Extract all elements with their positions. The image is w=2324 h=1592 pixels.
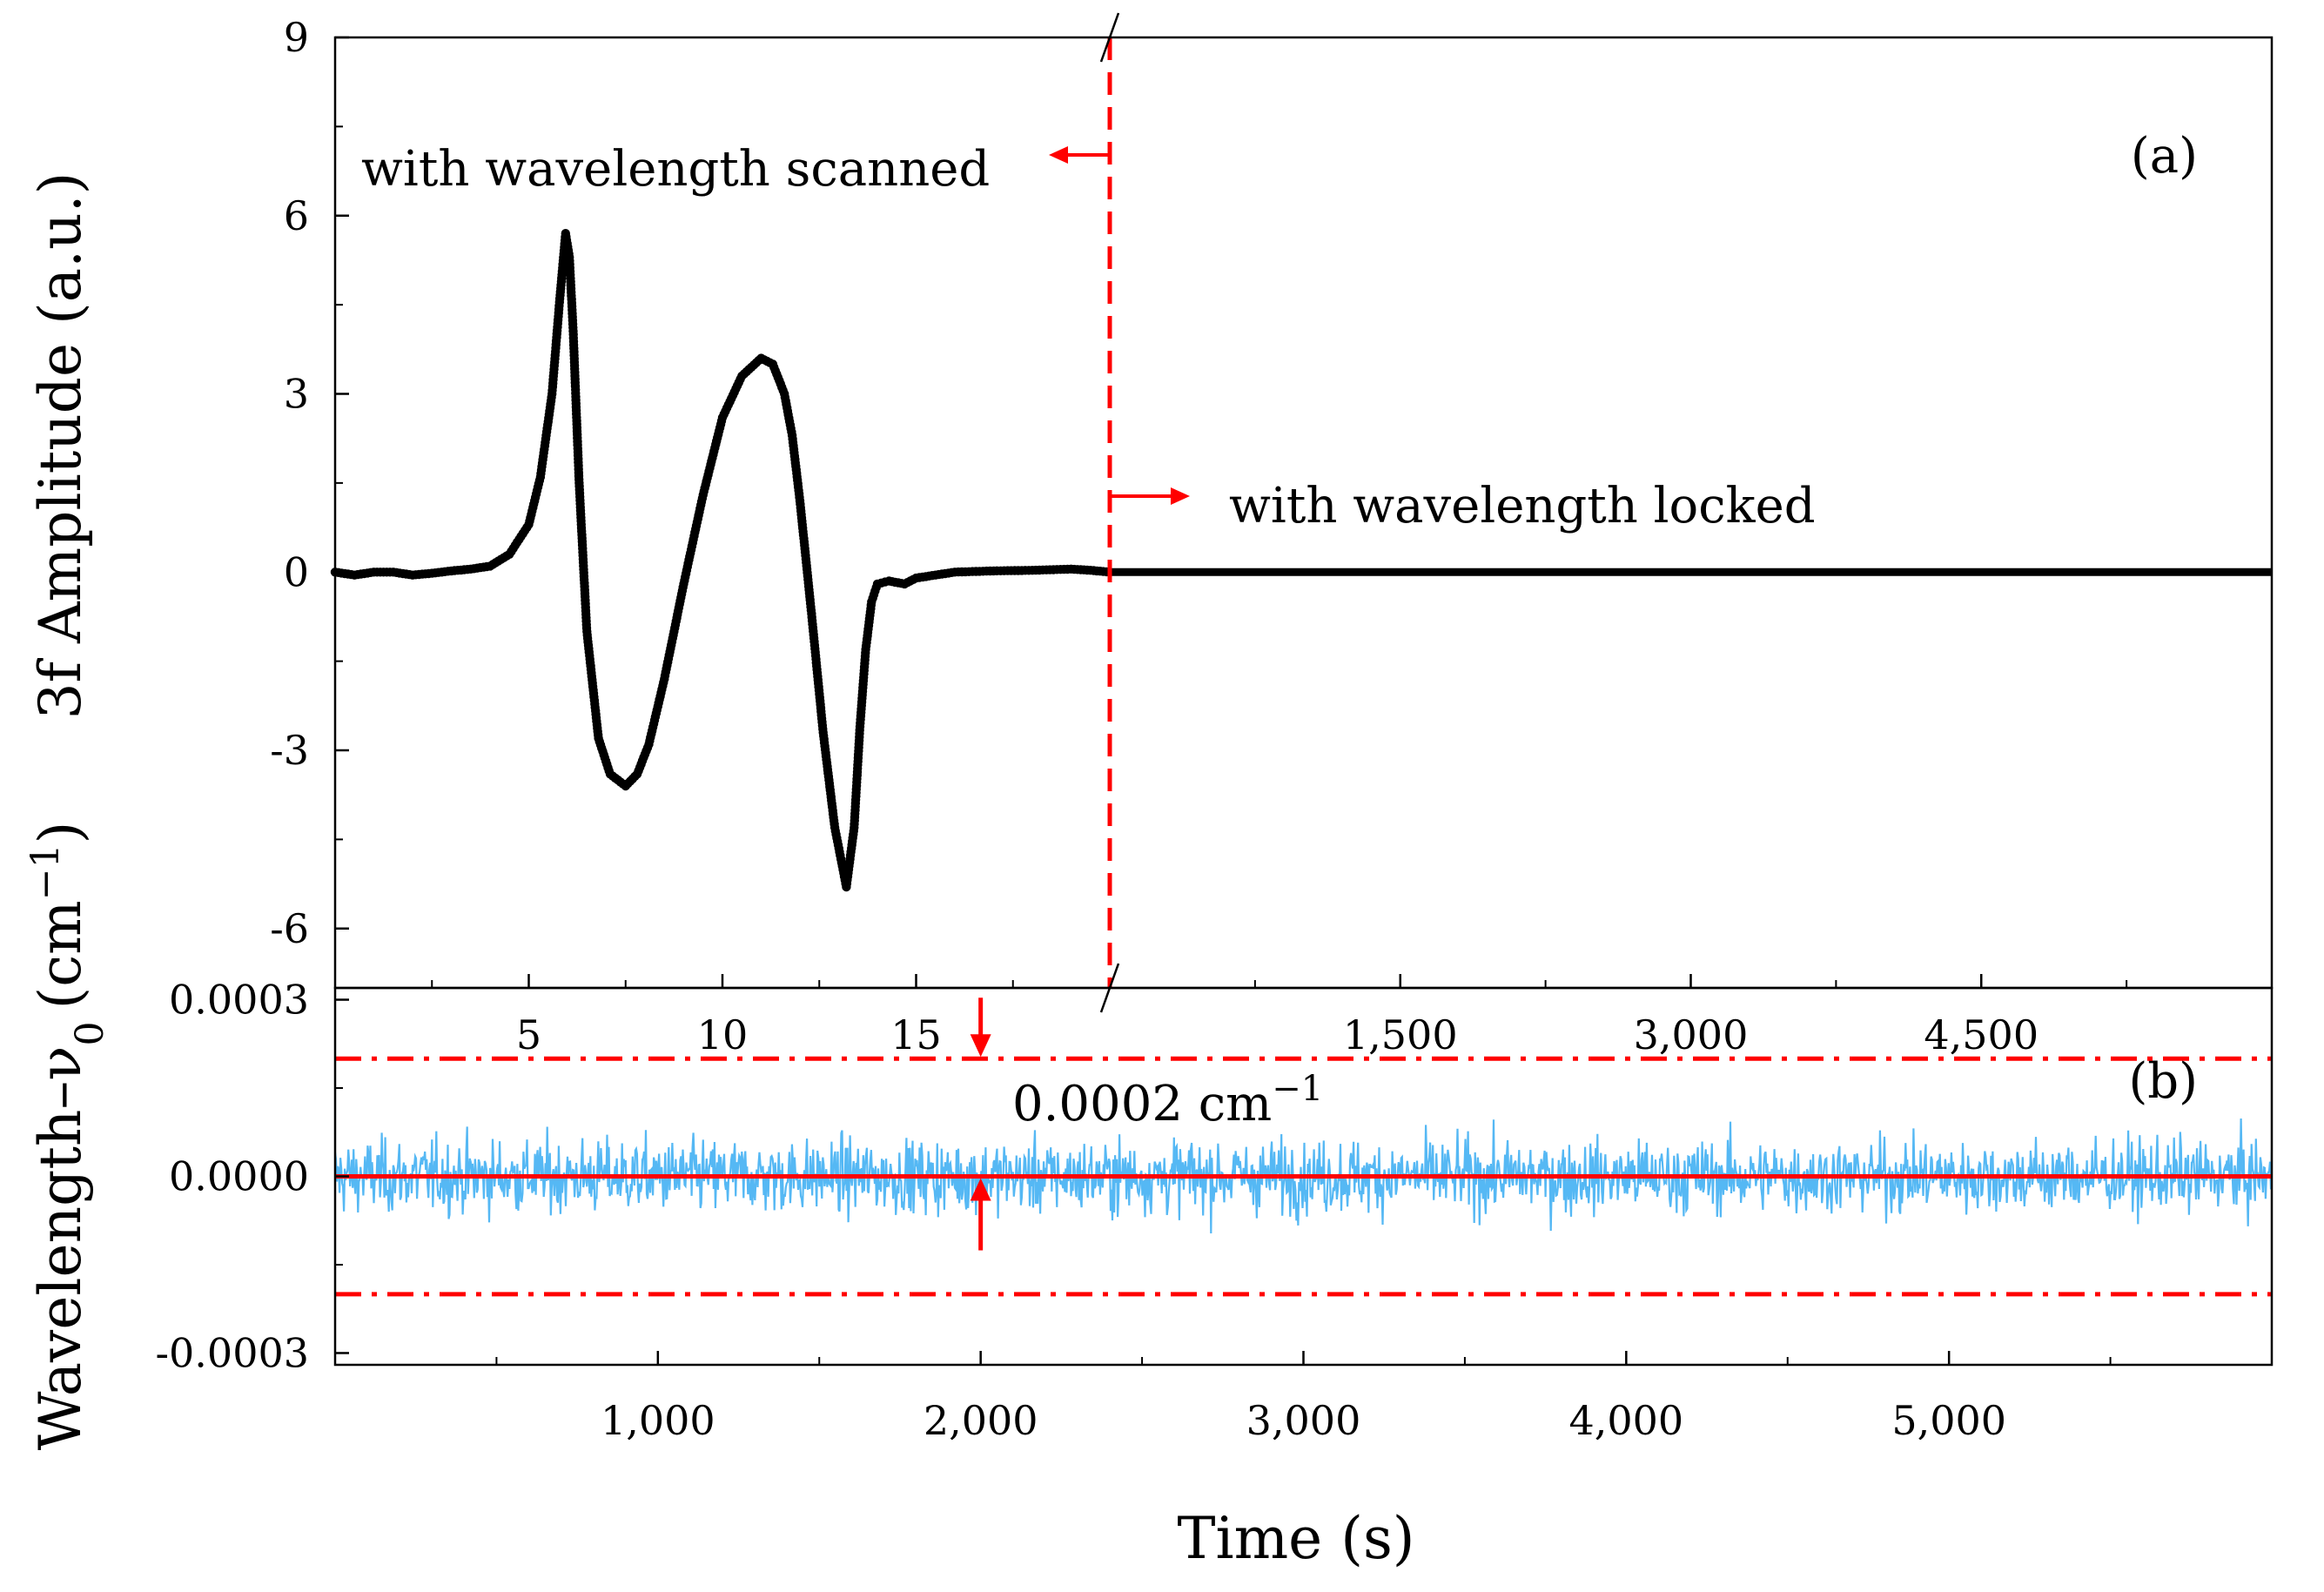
- panel-a-ytick-label: 9: [284, 14, 309, 61]
- panel-b-xtick-label: 4,000: [1568, 1397, 1683, 1444]
- panel-a-ytick-label: 3: [284, 371, 309, 418]
- panel-b-ytick-label: -0.0003: [156, 1329, 310, 1376]
- axis-break-mark-bottom: [1099, 963, 1120, 1013]
- panel-b-xtick-label: 1,000: [601, 1397, 715, 1444]
- panel-b-ylabel-unit: (cm: [27, 900, 94, 1009]
- panel-a-ytick-label: 0: [284, 548, 309, 595]
- scanned-arrow-head: [1049, 146, 1068, 164]
- up-arrow-head: [970, 1178, 991, 1201]
- scanned-annotation: with wavelength scanned: [361, 141, 990, 198]
- locked-arrow-head: [1171, 487, 1190, 505]
- panel-b-ylabel-sup: −1: [24, 843, 68, 900]
- panel-b-ylabel: Wavelength–ν0 (cm−1): [24, 822, 112, 1451]
- locked-annotation: with wavelength locked: [1229, 478, 1816, 534]
- panel-b-xtick-label: 5,000: [1891, 1397, 2006, 1444]
- panel-b-xtick-label: 2,000: [924, 1397, 1038, 1444]
- band-width-annotation: 0.0002 cm−1: [1012, 1069, 1323, 1132]
- panel-a-ytick-label: -3: [270, 727, 309, 774]
- panel-a-xtick-label: 15: [890, 1011, 942, 1058]
- panel-b-ylabel-sub: 0: [68, 1022, 112, 1046]
- panel-a-ytick-label: 6: [284, 192, 309, 239]
- band-width-value: 0.0002 cm: [1012, 1076, 1272, 1132]
- panel-a-xtick-label: 1,500: [1343, 1011, 1458, 1058]
- tick-layer: -6 -3 0 3 6 9 5 10 15 1,500 3,000 4,500 -0.0003 0.000…: [156, 12, 2274, 1444]
- panel-b-xtick-label: 3,000: [1246, 1397, 1361, 1444]
- panel-a-ytick-label: -6: [270, 905, 309, 952]
- panel-b-ylabel-main: Wavelength–ν: [27, 1046, 94, 1451]
- panel-a-xtick-label: 4,500: [1924, 1011, 2039, 1058]
- x-axis-title: Time (s): [1177, 1505, 1414, 1572]
- noise-trace: [333, 1118, 2274, 1234]
- panel-b-label: (b): [2128, 1053, 2198, 1110]
- panel-a-xtick-label: 10: [697, 1011, 749, 1058]
- panel-a-label: (a): [2131, 128, 2198, 185]
- panel-a-xtick-label: 3,000: [1634, 1011, 1749, 1058]
- axis-break-mark-top: [1099, 12, 1120, 63]
- panel-b-ylabel-close: ): [27, 822, 94, 844]
- panel-b-plot: [333, 998, 2274, 1297]
- panel-b-ytick-label: 0.0003: [169, 977, 309, 1024]
- panel-b-ytick-label: 0.0000: [169, 1153, 309, 1200]
- panel-a-plot: [330, 37, 2272, 988]
- down-arrow-head: [970, 1034, 991, 1058]
- panel-a-ylabel: 3f Amplitude (a.u.): [27, 172, 94, 720]
- band-width-sup: −1: [1272, 1069, 1323, 1109]
- panel-a-xtick-label: 5: [516, 1011, 541, 1058]
